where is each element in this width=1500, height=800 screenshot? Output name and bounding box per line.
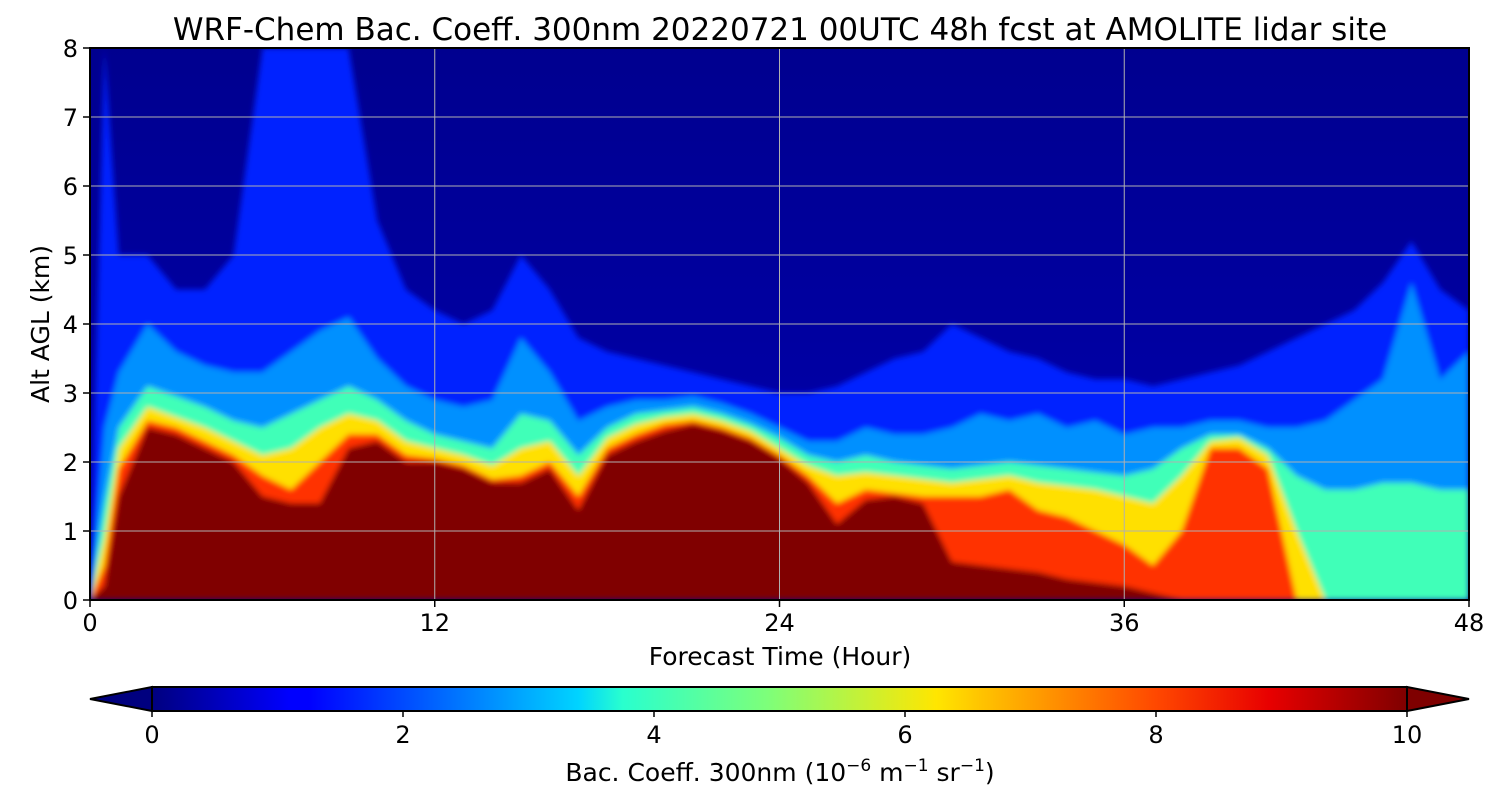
colorbar-tick-label: 4 (646, 721, 661, 749)
x-tick-label: 24 (764, 609, 795, 637)
x-axis: 0 12 24 36 48 (82, 600, 1484, 637)
y-tick-label: 0 (63, 587, 78, 615)
x-tick-label: 0 (82, 609, 97, 637)
y-tick-label: 2 (63, 449, 78, 477)
colorbar-tick-label: 8 (1148, 721, 1163, 749)
x-axis-label: Forecast Time (Hour) (649, 642, 912, 671)
colorbar-extend-high (1406, 685, 1470, 713)
x-tick-label: 12 (419, 609, 450, 637)
y-tick-label: 8 (63, 35, 78, 63)
x-tick-label: 48 (1454, 609, 1485, 637)
colorbar-tick-label: 2 (395, 721, 410, 749)
colorbar-tick-label: 10 (1392, 721, 1423, 749)
y-axis-label: Alt AGL (km) (26, 245, 55, 403)
y-tick-label: 4 (63, 311, 78, 339)
colorbar-extend-low (89, 685, 153, 713)
colorbar-tick-label: 0 (144, 721, 159, 749)
y-tick-label: 7 (63, 104, 78, 132)
colorbar: 0 2 4 6 8 10 Bac. Coeff. 300nm (10−6 m−1 sr−1… (89, 685, 1470, 787)
y-tick-label: 6 (63, 173, 78, 201)
y-axis: 0 1 2 3 4 5 6 7 8 (63, 35, 90, 615)
y-tick-label: 3 (63, 380, 78, 408)
y-tick-label: 1 (63, 518, 78, 546)
colorbar-gradient (151, 686, 1408, 712)
colorbar-tick-label: 6 (897, 721, 912, 749)
colorbar-ticks: 0 2 4 6 8 10 (144, 711, 1422, 749)
y-tick-label: 5 (63, 242, 78, 270)
chart-title: WRF-Chem Bac. Coeff. 300nm 20220721 00UT… (173, 12, 1387, 48)
colorbar-label: Bac. Coeff. 300nm (10−6 m−1 sr−1) (565, 756, 994, 787)
x-tick-label: 36 (1109, 609, 1140, 637)
